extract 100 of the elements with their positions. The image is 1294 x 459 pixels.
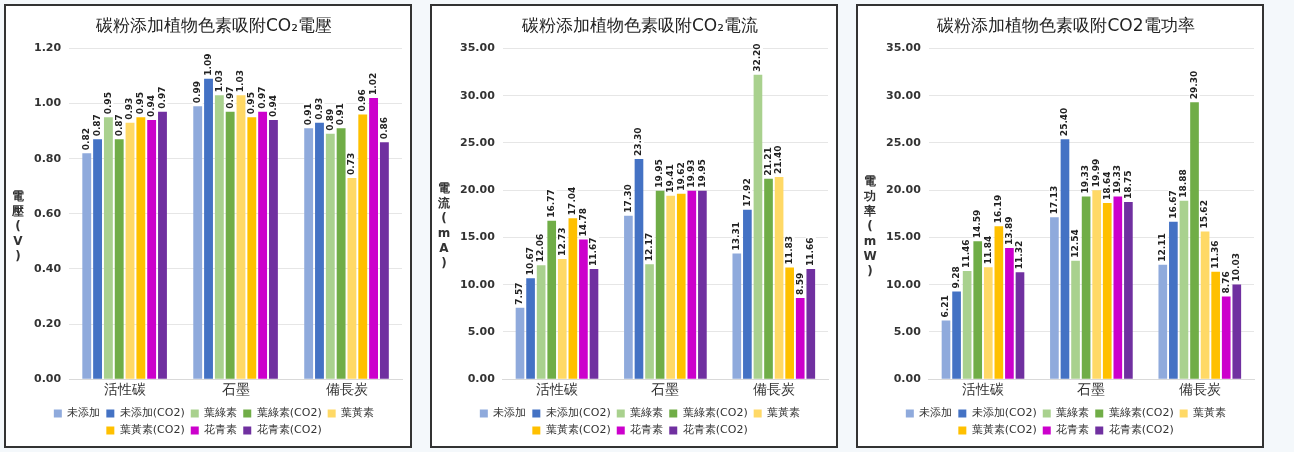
- data-label: 10.67: [524, 246, 535, 276]
- legend-label: 葉綠素(CO2): [682, 406, 748, 420]
- bar: [1081, 196, 1091, 379]
- data-label: 0.97: [156, 86, 167, 109]
- bar: [147, 120, 157, 379]
- data-label: 19.33: [1080, 165, 1091, 194]
- bar: [764, 178, 773, 379]
- x-tick-label: 備長炭: [1178, 381, 1221, 398]
- data-label: 0.94: [146, 94, 157, 118]
- bar: [1124, 201, 1133, 379]
- x-tick-label: 備長炭: [752, 381, 795, 398]
- data-label: 0.91: [303, 103, 313, 126]
- data-label: 18.64: [1101, 171, 1112, 201]
- bar: [193, 106, 203, 379]
- data-label: 25.40: [1059, 107, 1070, 137]
- bar: [941, 320, 951, 379]
- data-label: 18.75: [1122, 170, 1133, 199]
- legend-label: 葉綠素: [204, 406, 238, 420]
- data-label: 13.89: [1003, 216, 1014, 245]
- y-tick-label: 0.00: [34, 372, 62, 386]
- y-tick-label: 20.00: [460, 183, 496, 197]
- data-label: 0.95: [102, 92, 113, 115]
- data-label: 16.19: [993, 194, 1004, 224]
- bar: [247, 117, 257, 379]
- y-tick-label: 0.40: [34, 261, 62, 275]
- bar: [304, 128, 314, 379]
- bar: [1050, 217, 1059, 379]
- data-label: 0.95: [246, 92, 257, 115]
- data-label: 0.95: [135, 92, 146, 115]
- data-label: 11.32: [1014, 240, 1025, 270]
- data-label: 14.59: [972, 209, 983, 239]
- data-label: 16.77: [546, 189, 557, 218]
- bar: [1221, 296, 1231, 379]
- data-label: 0.87: [91, 114, 102, 137]
- legend-label: 未添加(CO2): [971, 406, 1037, 420]
- y-tick-label: 15.00: [460, 230, 496, 244]
- data-label: 1.03: [213, 70, 224, 93]
- bar: [1015, 272, 1025, 379]
- bar: [369, 98, 378, 379]
- bar: [774, 176, 784, 379]
- legend-label: 花青素(CO2): [1108, 423, 1174, 437]
- legend-label: 葉黃素: [341, 406, 375, 420]
- legend-label: 葉黃素(CO2): [545, 423, 611, 437]
- legend-label: 未添加: [493, 406, 527, 420]
- data-label: 19.93: [686, 159, 697, 188]
- bar: [315, 122, 324, 379]
- y-tick-label: 0.20: [34, 316, 62, 330]
- data-label: 0.93: [313, 97, 324, 120]
- bar: [114, 139, 124, 379]
- bar: [236, 95, 246, 379]
- bar: [795, 298, 805, 379]
- bar: [214, 95, 224, 379]
- y-tick-label: 30.00: [460, 88, 496, 102]
- x-tick-label: 活性碳: [535, 381, 578, 398]
- data-label: 19.41: [665, 164, 676, 193]
- data-label: 7.57: [514, 282, 525, 305]
- y-tick-label: 35.00: [886, 41, 922, 55]
- bar: [994, 226, 1004, 379]
- chart-title: 碳粉添加植物色素吸附CO2電功率: [936, 14, 1195, 35]
- data-label: 21.40: [773, 145, 784, 174]
- y-axis-title: 電功率(mW): [862, 173, 878, 279]
- legend-label: 葉黃素: [767, 406, 801, 420]
- legend-label: 未添加(CO2): [545, 406, 611, 420]
- legend-label: 葉綠素(CO2): [1108, 406, 1174, 420]
- data-label: 0.97: [224, 86, 235, 109]
- bar: [1005, 247, 1014, 379]
- bar: [1113, 196, 1123, 379]
- bar: [589, 268, 599, 379]
- y-tick-label: 5.00: [893, 324, 922, 338]
- bar: [158, 111, 167, 379]
- y-axis-title: 電流(mA): [436, 181, 452, 271]
- legend-label: 葉黃素(CO2): [971, 423, 1037, 437]
- bar: [753, 74, 763, 379]
- data-label: 12.17: [643, 232, 654, 262]
- data-label: 0.97: [256, 86, 267, 109]
- x-tick-label: 備長炭: [325, 381, 368, 398]
- data-label: 17.13: [1048, 185, 1059, 215]
- data-label: 0.91: [335, 103, 346, 126]
- bar: [983, 267, 993, 379]
- bar: [1179, 200, 1189, 379]
- bar: [557, 258, 567, 379]
- data-label: 16.67: [1167, 190, 1178, 219]
- bar: [1232, 284, 1242, 379]
- data-label: 0.82: [81, 127, 92, 151]
- legend-label: 未添加: [919, 406, 953, 420]
- data-label: 12.11: [1157, 233, 1168, 262]
- legend-label: 葉黃素(CO2): [119, 423, 185, 437]
- bar: [698, 190, 707, 379]
- bar: [204, 78, 213, 379]
- bar: [687, 190, 697, 379]
- bar: [962, 270, 972, 379]
- y-tick-label: 25.00: [460, 135, 496, 149]
- data-label: 0.94: [267, 94, 278, 118]
- bar: [269, 120, 278, 379]
- data-label: 11.36: [1210, 240, 1220, 269]
- y-tick-label: 30.00: [886, 88, 922, 102]
- data-label: 6.21: [940, 295, 951, 318]
- data-label: 0.87: [113, 114, 124, 137]
- data-label: 23.30: [633, 127, 644, 156]
- data-label: 0.96: [357, 89, 368, 112]
